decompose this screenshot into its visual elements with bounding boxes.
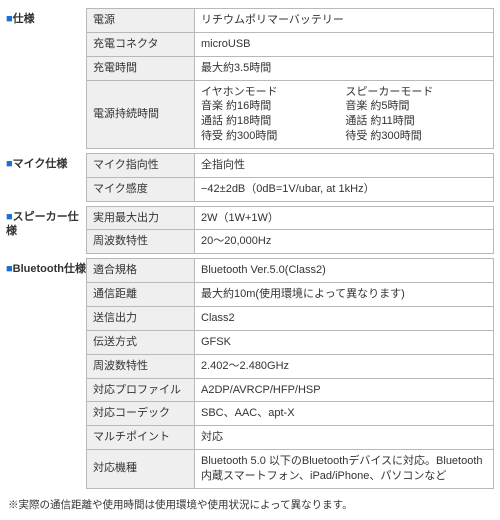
section-speaker-title: ■スピーカー仕様 (6, 206, 86, 255)
cell-val: リチウムポリマーバッテリー (195, 9, 494, 33)
cell-key: 伝送方式 (87, 330, 195, 354)
speaker-table: 実用最大出力2W（1W+1W） 周波数特性20〜20,000Hz (86, 206, 494, 255)
section-speaker: ■スピーカー仕様 実用最大出力2W（1W+1W） 周波数特性20〜20,000H… (6, 206, 494, 255)
table-row: マルチポイント対応 (87, 426, 494, 450)
table-row: 充電時間最大約3.5時間 (87, 56, 494, 80)
battery-sby1: 待受 約300時間 (201, 129, 331, 144)
mic-table: マイク指向性全指向性 マイク感度−42±2dB（0dB=1V/ubar, at … (86, 153, 494, 202)
square-icon: ■ (6, 13, 13, 25)
battery-col2-head: スピーカーモード (345, 85, 487, 100)
cell-key: 電源持続時間 (87, 80, 195, 148)
title-text: マイク仕様 (13, 158, 68, 170)
cell-val: Bluetooth 5.0 以下のBluetoothデバイスに対応。Blueto… (195, 450, 494, 489)
table-row: 送信出力Class2 (87, 306, 494, 330)
cell-key: 周波数特性 (87, 354, 195, 378)
cell-val: SBC、AAC、apt-X (195, 402, 494, 426)
section-spec-title: ■仕様 (6, 8, 86, 149)
cell-key: マイク指向性 (87, 153, 195, 177)
cell-val: A2DP/AVRCP/HFP/HSP (195, 378, 494, 402)
cell-val: microUSB (195, 32, 494, 56)
table-row: 周波数特性20〜20,000Hz (87, 230, 494, 254)
cell-key: 対応コーデック (87, 402, 195, 426)
square-icon: ■ (6, 211, 13, 223)
section-mic: ■マイク仕様 マイク指向性全指向性 マイク感度−42±2dB（0dB=1V/ub… (6, 153, 494, 202)
cell-val: 対応 (195, 426, 494, 450)
cell-val: 2.402〜2.480GHz (195, 354, 494, 378)
cell-val: 全指向性 (195, 153, 494, 177)
battery-sby2: 待受 約300時間 (345, 129, 487, 144)
cell-key: 充電コネクタ (87, 32, 195, 56)
cell-val: GFSK (195, 330, 494, 354)
cell-key: 周波数特性 (87, 230, 195, 254)
footnote: ※実際の通信距離や使用時間は使用環境や使用状況によって異なります。 (6, 493, 494, 512)
cell-key: 対応プロファイル (87, 378, 195, 402)
table-row: 電源持続時間 イヤホンモード スピーカーモード 音楽 約16時間 音楽 約5時間… (87, 80, 494, 148)
table-row: マイク感度−42±2dB（0dB=1V/ubar, at 1kHz） (87, 177, 494, 201)
table-row: 実用最大出力2W（1W+1W） (87, 206, 494, 230)
battery-call1: 通話 約18時間 (201, 114, 331, 129)
cell-key: 電源 (87, 9, 195, 33)
cell-key: 通信距離 (87, 283, 195, 307)
table-row: 伝送方式GFSK (87, 330, 494, 354)
cell-key: 送信出力 (87, 306, 195, 330)
cell-key: マイク感度 (87, 177, 195, 201)
table-row: 適合規格Bluetooth Ver.5.0(Class2) (87, 259, 494, 283)
cell-val: Class2 (195, 306, 494, 330)
battery-col1-head: イヤホンモード (201, 85, 331, 100)
square-icon: ■ (6, 263, 13, 275)
section-mic-title: ■マイク仕様 (6, 153, 86, 202)
battery-music2: 音楽 約5時間 (345, 99, 487, 114)
cell-val: 20〜20,000Hz (195, 230, 494, 254)
bluetooth-table: 適合規格Bluetooth Ver.5.0(Class2) 通信距離最大約10m… (86, 258, 494, 488)
cell-val: 2W（1W+1W） (195, 206, 494, 230)
title-text: Bluetooth仕様 (13, 263, 86, 275)
table-row: 対応プロファイルA2DP/AVRCP/HFP/HSP (87, 378, 494, 402)
section-spec: ■仕様 電源リチウムポリマーバッテリー 充電コネクタmicroUSB 充電時間最… (6, 8, 494, 149)
cell-key: マルチポイント (87, 426, 195, 450)
cell-key: 対応機種 (87, 450, 195, 489)
spec-table: 電源リチウムポリマーバッテリー 充電コネクタmicroUSB 充電時間最大約3.… (86, 8, 494, 149)
table-row: 電源リチウムポリマーバッテリー (87, 9, 494, 33)
table-row: マイク指向性全指向性 (87, 153, 494, 177)
cell-val: 最大約10m(使用環境によって異なります) (195, 283, 494, 307)
table-row: 充電コネクタmicroUSB (87, 32, 494, 56)
cell-val: −42±2dB（0dB=1V/ubar, at 1kHz） (195, 177, 494, 201)
table-row: 対応コーデックSBC、AAC、apt-X (87, 402, 494, 426)
cell-val-battery: イヤホンモード スピーカーモード 音楽 約16時間 音楽 約5時間 通話 約18… (195, 80, 494, 148)
section-bt-title: ■Bluetooth仕様 (6, 258, 86, 488)
cell-val: Bluetooth Ver.5.0(Class2) (195, 259, 494, 283)
battery-call2: 通話 約11時間 (345, 114, 487, 129)
cell-key: 適合規格 (87, 259, 195, 283)
square-icon: ■ (6, 158, 13, 170)
table-row: 対応機種Bluetooth 5.0 以下のBluetoothデバイスに対応。Bl… (87, 450, 494, 489)
table-row: 通信距離最大約10m(使用環境によって異なります) (87, 283, 494, 307)
section-bluetooth: ■Bluetooth仕様 適合規格Bluetooth Ver.5.0(Class… (6, 258, 494, 488)
title-text: 仕様 (13, 13, 35, 25)
table-row: 周波数特性2.402〜2.480GHz (87, 354, 494, 378)
title-text: スピーカー仕様 (6, 211, 79, 237)
cell-key: 実用最大出力 (87, 206, 195, 230)
cell-key: 充電時間 (87, 56, 195, 80)
battery-music1: 音楽 約16時間 (201, 99, 331, 114)
cell-val: 最大約3.5時間 (195, 56, 494, 80)
